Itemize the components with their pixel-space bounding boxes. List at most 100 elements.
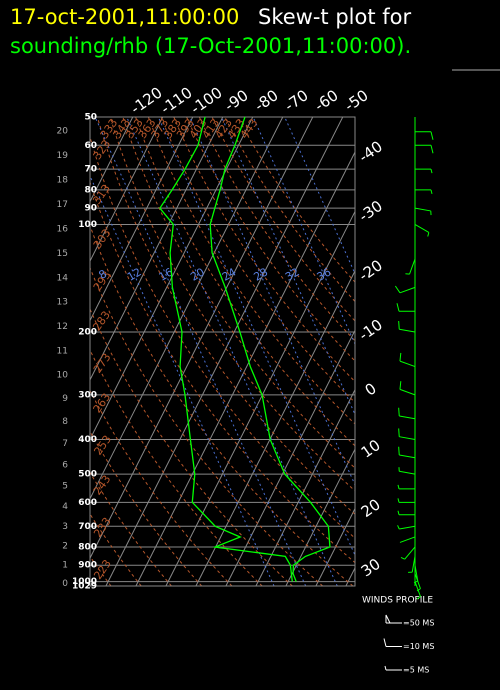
isotherm-label: -20 <box>356 256 386 285</box>
height-tick-label: 12 <box>57 322 68 332</box>
y-tick-label: 500 <box>78 470 97 480</box>
y-tick-label: 900 <box>78 561 97 571</box>
moist-adiabat-label: 20 <box>188 265 207 283</box>
height-tick-label: 3 <box>62 522 68 532</box>
wind-barb <box>383 638 402 647</box>
wind-barb <box>398 446 416 459</box>
wind-barb <box>397 484 415 490</box>
height-tick-label: 9 <box>62 394 68 404</box>
isotherm-label: 30 <box>358 555 384 581</box>
wind-barb <box>415 144 434 154</box>
y-tick-label: 700 <box>78 522 97 532</box>
dry-adiabat <box>90 471 172 586</box>
y-tick-label: 1000 <box>72 577 97 587</box>
isotherm <box>255 388 355 586</box>
dry-adiabat <box>96 117 355 515</box>
isotherm-label: -40 <box>356 137 386 166</box>
wind-barb <box>415 189 433 195</box>
y-tick-label: 60 <box>84 141 97 151</box>
height-tick-label: 0 <box>62 579 68 589</box>
isotherm <box>285 448 355 586</box>
wind-barb <box>414 581 421 600</box>
wind-barb <box>398 407 416 420</box>
wind-barb <box>384 665 402 671</box>
dry-adiabat <box>211 117 355 322</box>
moist-adiabat <box>284 117 355 275</box>
y-tick-label: 300 <box>78 390 97 400</box>
wind-barb <box>408 556 416 573</box>
isotherm-label: -100 <box>187 83 225 117</box>
isotherm-label: -60 <box>311 86 341 115</box>
wind-barb <box>399 536 416 543</box>
isotherm <box>135 151 355 586</box>
moist-adiabat <box>126 117 338 586</box>
wind-barb <box>398 467 416 475</box>
wind-barb <box>413 565 419 584</box>
dry-adiabat <box>90 389 233 586</box>
wind-barb <box>398 428 416 440</box>
isotherm <box>195 269 355 586</box>
y-tick-label: 200 <box>78 327 97 337</box>
wind-barb <box>399 381 416 396</box>
wind-legend-title: WINDS PROFILE <box>362 596 433 606</box>
height-tick-label: 1 <box>62 561 68 571</box>
height-tick-label: 14 <box>57 273 69 283</box>
height-tick-label: 10 <box>57 371 69 381</box>
isotherm <box>105 117 344 586</box>
wind-barb <box>414 224 430 237</box>
y-tick-label: 90 <box>84 204 97 214</box>
height-tick-label: 20 <box>57 127 69 137</box>
height-tick-label: 16 <box>57 224 69 234</box>
dry-adiabat <box>160 117 355 404</box>
dry-adiabat <box>90 180 355 564</box>
isotherm <box>90 117 164 263</box>
dry-adiabat <box>147 117 355 425</box>
wind-barb <box>397 525 416 530</box>
y-tick-label: 70 <box>84 165 97 175</box>
isotherm <box>90 117 254 441</box>
height-tick-label: 15 <box>57 249 68 259</box>
moist-adiabat <box>94 117 307 586</box>
moist-adiabat <box>157 117 355 557</box>
wind-barb <box>397 498 415 503</box>
y-tick-label: 50 <box>84 113 97 123</box>
wind-barb <box>396 303 415 312</box>
height-tick-label: 4 <box>62 502 68 512</box>
isotherm-label: 20 <box>358 495 384 521</box>
y-tick-label: 600 <box>78 498 97 508</box>
dry-adiabat <box>90 135 355 539</box>
dry-adiabat <box>186 117 355 362</box>
wind-barb <box>415 168 433 174</box>
wind-barb <box>399 352 416 368</box>
dry-adiabat-label: 303 <box>91 227 114 252</box>
y-tick-label: 1029 <box>72 582 97 592</box>
isotherm-label: -90 <box>221 86 251 115</box>
wind-barb <box>385 614 402 624</box>
wind-barb <box>405 258 416 275</box>
isotherm-label: 10 <box>358 436 384 462</box>
moist-adiabat-label: 28 <box>251 265 270 283</box>
moist-adiabat-label: 12 <box>125 265 144 283</box>
dry-adiabat <box>90 513 142 586</box>
isotherm <box>90 117 224 381</box>
wind-barb <box>398 320 416 333</box>
isotherm-label: -10 <box>356 316 386 345</box>
wind-legend-label: =50 MS <box>403 619 434 628</box>
isotherm-label: -50 <box>341 86 371 115</box>
moist-adiabat-label: 32 <box>283 265 302 283</box>
y-tick-label: 80 <box>84 185 97 195</box>
isotherm <box>225 329 355 586</box>
dry-adiabat-label: 233 <box>91 515 114 540</box>
isotherm-label: -30 <box>356 197 386 226</box>
title-date: 17-oct-2001,11:00:00 <box>10 5 239 29</box>
moist-adiabat-label: 24 <box>220 265 239 283</box>
y-tick-label: 100 <box>78 220 97 230</box>
isotherm <box>90 117 134 203</box>
height-tick-label: 17 <box>57 200 68 210</box>
dry-adiabat <box>122 117 355 469</box>
y-tick-label: 400 <box>78 435 97 445</box>
plot-frame <box>89 116 356 587</box>
moist-adiabat <box>90 174 275 586</box>
dry-adiabat <box>198 117 355 342</box>
